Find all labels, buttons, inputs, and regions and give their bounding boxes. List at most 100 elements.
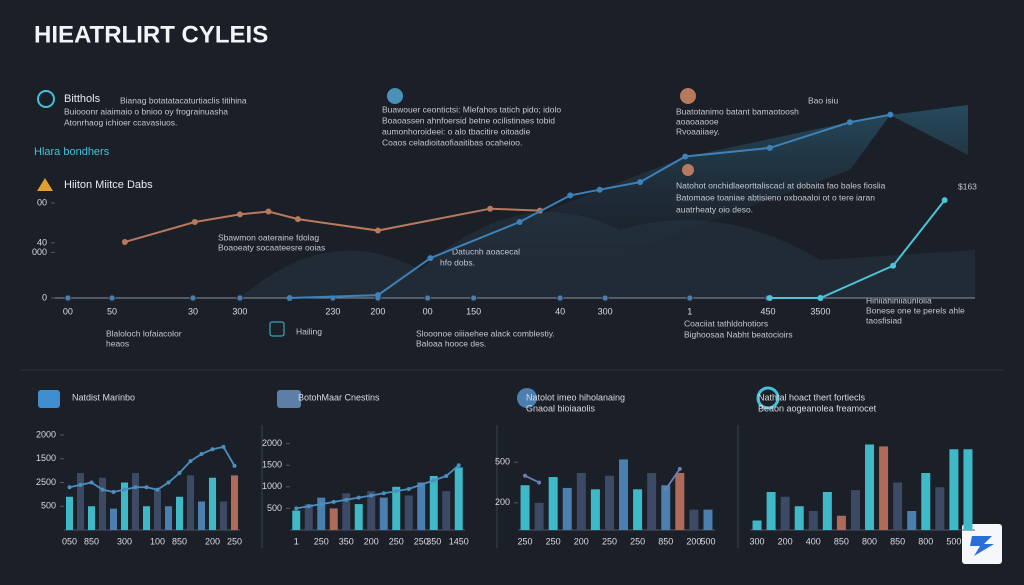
trend-point	[166, 480, 171, 485]
x-tick-label: 250	[546, 536, 561, 546]
chart-subtitle: Gnaoal bioiaaolis	[526, 403, 596, 413]
x-tick	[686, 294, 694, 302]
series-line	[124, 207, 540, 243]
point	[121, 238, 128, 245]
y-tick-label: 500	[495, 457, 510, 467]
y-tick-label: 2500	[36, 477, 56, 487]
icon	[37, 90, 55, 108]
x-tick-label: 200	[778, 536, 793, 546]
point	[596, 186, 603, 193]
point	[637, 179, 644, 186]
trend-point	[677, 466, 682, 471]
bar	[808, 511, 818, 530]
x-tick-label: 850	[658, 536, 673, 546]
bar	[392, 486, 401, 530]
x-tick-label: 40	[555, 306, 565, 316]
bar	[562, 487, 572, 530]
bar	[822, 492, 832, 530]
bar	[963, 449, 973, 530]
bar	[109, 508, 118, 530]
icon	[38, 390, 60, 408]
trend-point	[199, 452, 204, 456]
trend-line	[69, 445, 236, 493]
note-line: Rvoaaiiaey.	[676, 126, 720, 136]
point	[265, 208, 272, 215]
note-line: heaos	[106, 338, 129, 348]
bar	[186, 475, 195, 530]
note-line: auatrheaty oio deso.	[676, 204, 753, 214]
x-tick	[108, 294, 116, 302]
point	[887, 111, 894, 118]
trend-point	[406, 486, 411, 491]
bar	[354, 504, 363, 530]
point	[817, 295, 824, 301]
bar	[164, 506, 173, 530]
chart-title: Natolot imeo hiholanaing	[526, 392, 625, 402]
note-title: Bitthols	[64, 93, 101, 105]
trend-line	[524, 474, 540, 484]
note-line: Buatotanimo batant bamaotoosh	[676, 106, 799, 116]
x-tick-label: 250	[314, 536, 329, 546]
trend-point	[523, 473, 528, 478]
x-tick-label: 850	[834, 536, 849, 546]
bar	[633, 489, 643, 530]
bar	[76, 473, 85, 530]
bar	[703, 509, 713, 530]
x-tick-label: 250	[518, 536, 533, 546]
bar	[379, 497, 388, 530]
bar	[907, 511, 917, 530]
bar	[661, 485, 671, 530]
note-line: Atonrhaog ichioer ccavasiuos.	[64, 117, 177, 127]
bar	[836, 515, 846, 530]
bar	[120, 482, 129, 530]
y-tick-label: 200	[495, 497, 510, 507]
bar	[429, 476, 438, 530]
point	[191, 219, 198, 225]
warning-icon	[37, 178, 53, 191]
trend-point	[344, 497, 349, 502]
bar	[879, 446, 889, 530]
bar	[65, 496, 74, 530]
icon	[387, 88, 403, 104]
point	[846, 119, 853, 126]
chart-title: Natdist Marinbo	[72, 392, 135, 402]
x-tick-label: 200	[370, 306, 385, 316]
note-line: Coaciiat tathldohotiors	[684, 318, 768, 328]
note-line: Coaos celadioitaofiaaitibas ocaheioo.	[382, 137, 522, 147]
x-tick	[64, 294, 72, 302]
series-line	[769, 199, 946, 299]
bar	[576, 473, 586, 530]
x-tick-label: 450	[760, 306, 775, 316]
y-tick-label: 000	[32, 247, 47, 257]
bar	[208, 477, 217, 530]
point	[374, 227, 381, 234]
icon	[682, 164, 694, 176]
trend-point	[444, 474, 449, 479]
y-tick-label: 1000	[262, 481, 282, 491]
trend-point	[394, 489, 399, 494]
x-tick-label: 1	[294, 536, 299, 546]
bar	[604, 475, 614, 530]
bar	[548, 477, 558, 530]
point	[236, 211, 243, 218]
icon	[756, 386, 780, 410]
bar	[949, 449, 959, 530]
x-tick-label: 200	[205, 536, 220, 546]
bar	[304, 504, 313, 530]
trend-point	[111, 490, 116, 494]
bar	[197, 501, 206, 530]
bar	[87, 506, 96, 530]
bar	[619, 459, 629, 530]
note-line: Boaoeaty socaateesre ooias	[218, 242, 325, 252]
area-shade	[378, 105, 968, 298]
bar	[893, 482, 903, 530]
x-tick-label: 3500	[810, 306, 830, 316]
trend-point	[431, 478, 436, 483]
x-tick-label: 300	[117, 536, 132, 546]
trend-point	[456, 463, 461, 468]
trend-point	[100, 487, 105, 492]
bar	[689, 509, 699, 530]
x-tick-label: 250	[630, 536, 645, 546]
end-label: $163	[958, 181, 977, 191]
